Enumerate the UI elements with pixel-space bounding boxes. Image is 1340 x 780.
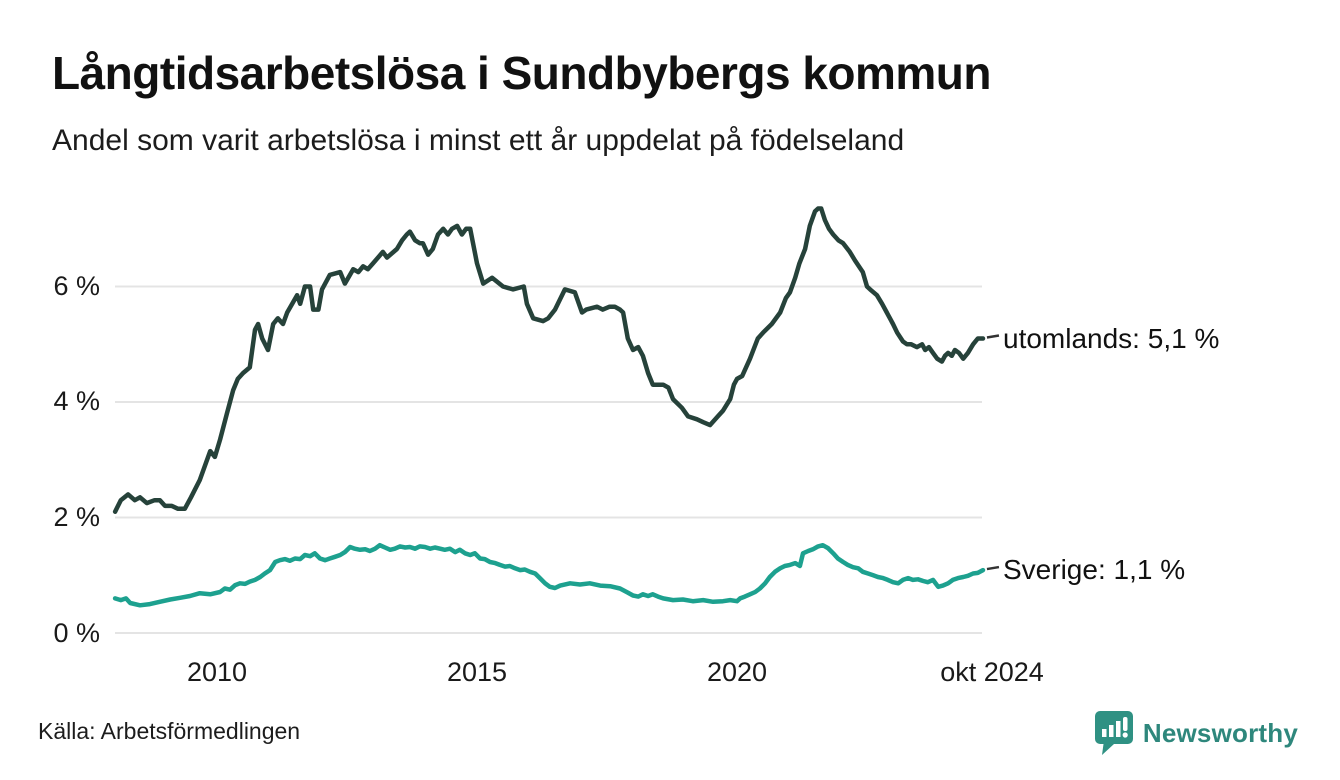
series-label-utomlands: utomlands: 5,1 %: [1003, 323, 1220, 354]
page-subtitle: Andel som varit arbetslösa i minst ett å…: [52, 124, 905, 157]
x-tick-2020: 2020: [706, 657, 768, 687]
x-tick-okt-2024: okt 2024: [940, 657, 1044, 687]
x-tick-2015: 2015: [446, 657, 508, 687]
brand-name: Newsworthy: [1142, 718, 1298, 748]
y-tick-6: 6 %: [53, 271, 100, 301]
series-label-sverige: Sverige: 1,1 %: [1003, 554, 1186, 585]
series-line-utomlands: [112, 206, 986, 514]
source-note: Källa: Arbetsförmedlingen: [38, 718, 301, 744]
x-tick-2010: 2010: [186, 657, 248, 687]
label-leader-dash-Sverige: [986, 565, 1000, 571]
page-title: Långtidsarbetslösa i Sundbybergs kommun: [52, 47, 992, 99]
label-leader-dash-utomlands: [986, 334, 1000, 339]
y-tick-4: 4 %: [53, 386, 100, 416]
series-line-Sverige: [112, 542, 986, 608]
brand-logo: Newsworthy: [1094, 710, 1298, 757]
y-tick-2: 2 %: [53, 502, 100, 532]
y-tick-0: 0 %: [53, 618, 100, 648]
newsworthy-logo-icon: [1094, 711, 1133, 755]
